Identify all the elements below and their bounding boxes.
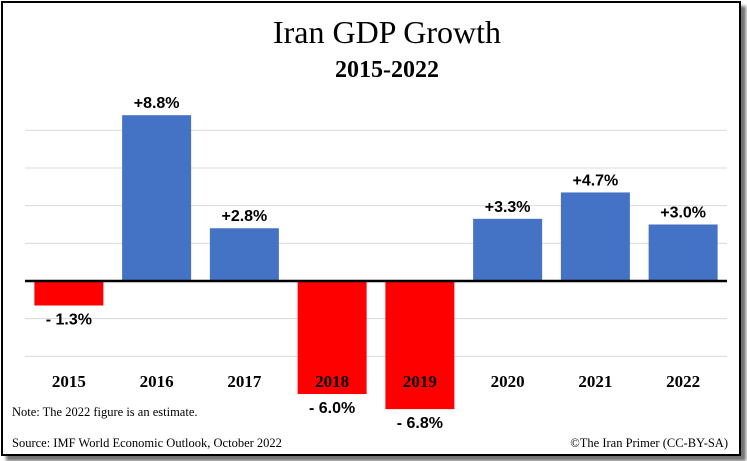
data-label-2016: +8.8%	[134, 95, 180, 112]
bar-2017	[209, 228, 279, 281]
data-label-2022: +3.0%	[660, 204, 706, 221]
data-label-2017: +2.8%	[221, 208, 267, 225]
x-tick-2020: 2020	[491, 372, 525, 391]
data-label-2019: - 6.8%	[397, 415, 443, 432]
x-tick-2017: 2017	[227, 372, 262, 391]
bar-2022	[648, 224, 718, 281]
bar-2020	[473, 218, 543, 281]
bar-2015	[34, 281, 104, 306]
data-label-2018: - 6.0%	[309, 400, 355, 417]
credit-text: ©The Iran Primer (CC-BY-SA)	[570, 436, 728, 450]
data-labels: - 1.3% +8.8% +2.8% - 6.0% - 6.8% +3.3% +4.7% +3…	[46, 95, 706, 432]
x-tick-2022: 2022	[666, 372, 700, 391]
bar-2018	[297, 281, 367, 395]
x-tick-2021: 2021	[578, 372, 612, 391]
x-tick-2015: 2015	[52, 372, 86, 391]
bars	[34, 115, 718, 410]
data-label-2015: - 1.3%	[46, 311, 92, 328]
bar-2021	[560, 192, 630, 281]
bar-2019	[385, 281, 455, 410]
note-text: Note: The 2022 figure is an estimate.	[12, 405, 198, 419]
bar-2016	[122, 115, 192, 281]
source-text: Source: IMF World Economic Outlook, Octo…	[12, 436, 282, 450]
data-label-2021: +4.7%	[572, 172, 618, 189]
data-label-2020: +3.3%	[485, 199, 531, 216]
x-tick-2016: 2016	[140, 372, 174, 391]
chart-title: Iran GDP Growth	[273, 14, 501, 50]
chart-subtitle: 2015-2022	[335, 57, 439, 83]
x-tick-labels: 2015 2016 2017 2018 2019 2020 2021 2022	[52, 372, 700, 391]
x-tick-2018: 2018	[315, 372, 349, 391]
x-tick-2019: 2019	[403, 372, 437, 391]
